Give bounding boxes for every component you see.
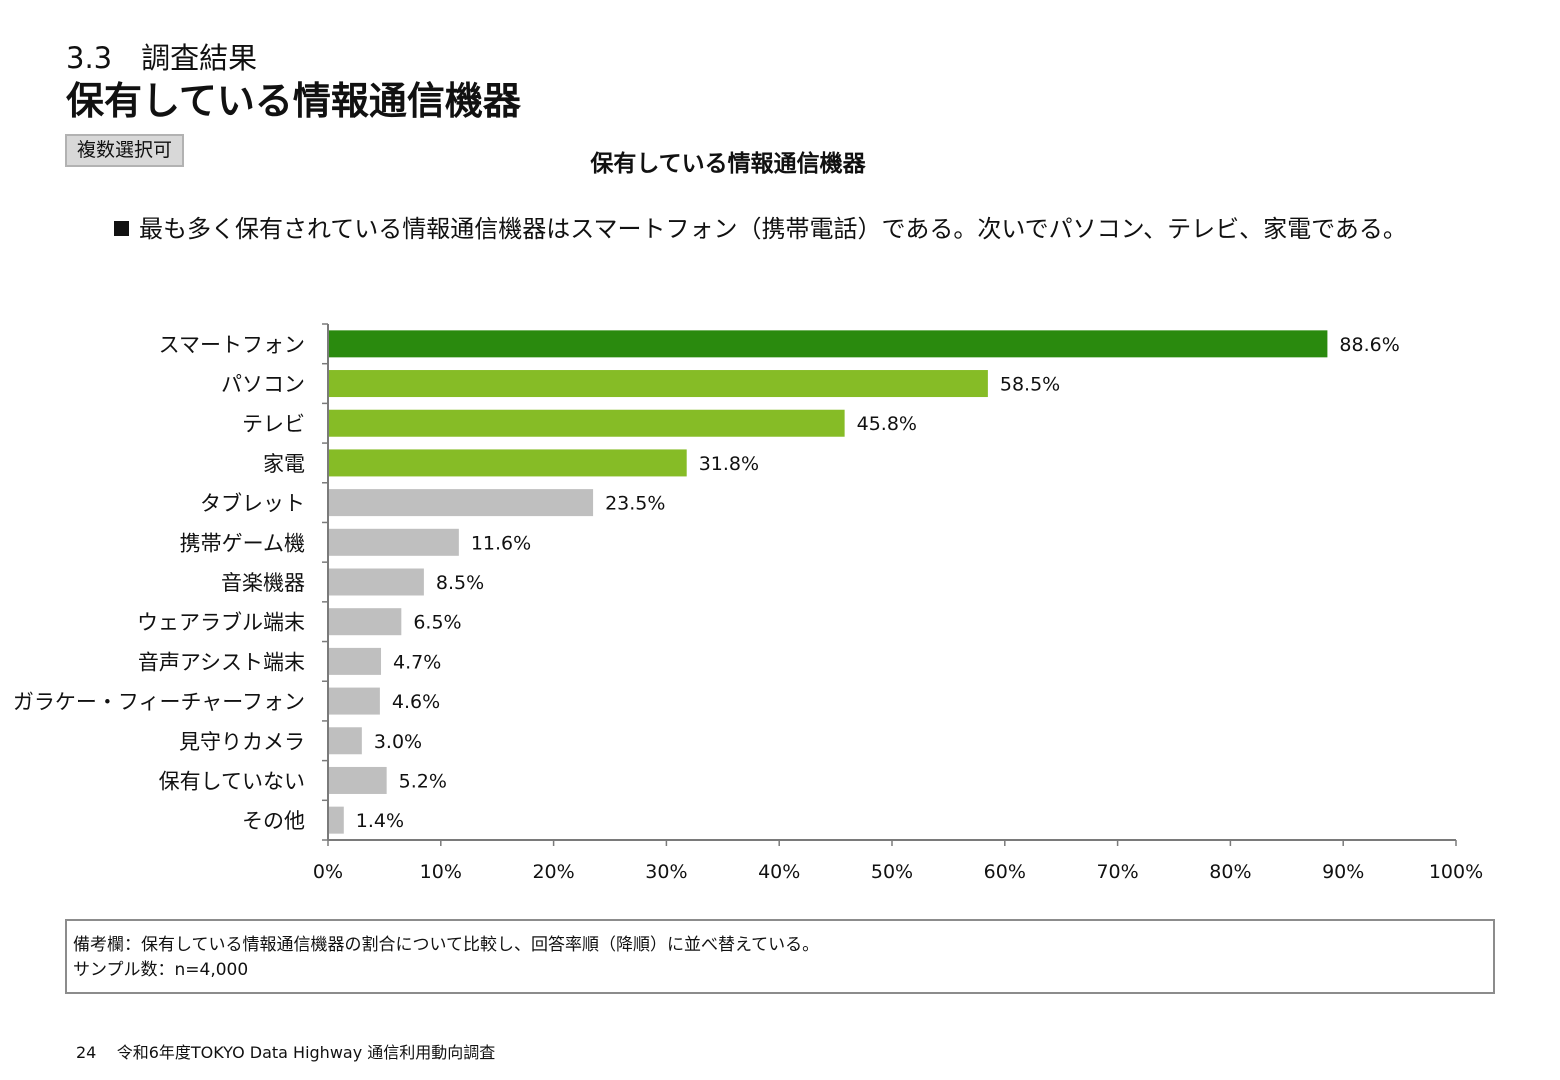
x-tick-label-7: 70% bbox=[1096, 861, 1138, 883]
category-label-2: パソコン bbox=[221, 373, 305, 397]
data-label-1: 88.6% bbox=[1339, 334, 1399, 356]
bar-6 bbox=[329, 528, 459, 556]
bar-5 bbox=[329, 489, 594, 517]
publication-name: 令和6年度TOKYO Data Highway 通信利用動向調査 bbox=[116, 1043, 496, 1062]
category-label-8: ウェアラブル端末 bbox=[137, 611, 305, 635]
category-label-11: 見守りカメラ bbox=[179, 730, 305, 754]
data-label-7: 8.5% bbox=[436, 572, 484, 594]
category-label-1: スマートフォン bbox=[159, 333, 305, 357]
category-label-9: 音声アシスト端末 bbox=[138, 650, 305, 674]
x-tick-label-3: 30% bbox=[645, 861, 687, 883]
summary-text: 最も多く保有されている情報通信機器はスマートフォン（携帯電話）である。次いでパソ… bbox=[139, 215, 1407, 243]
section-label: 3.3 調査結果 bbox=[66, 41, 258, 75]
category-label-3: テレビ bbox=[242, 412, 305, 436]
summary-line: 最も多く保有されている情報通信機器はスマートフォン（携帯電話）である。次いでパソ… bbox=[114, 212, 1407, 246]
category-label-7: 音楽機器 bbox=[221, 571, 305, 595]
data-label-5: 23.5% bbox=[605, 493, 665, 515]
x-tick-label-8: 80% bbox=[1209, 861, 1251, 883]
bar-10 bbox=[329, 687, 380, 715]
category-label-13: その他 bbox=[242, 809, 305, 833]
note-sample-size: サンプル数：n=4,000 bbox=[73, 960, 249, 980]
data-label-4: 31.8% bbox=[699, 453, 759, 475]
page-number: 24 bbox=[76, 1043, 97, 1062]
bar-7 bbox=[329, 568, 424, 596]
square-bullet-icon bbox=[114, 221, 129, 236]
page-title: 保有している情報通信機器 bbox=[66, 79, 521, 123]
x-tick-label-10: 100% bbox=[1429, 861, 1483, 883]
bar-3 bbox=[329, 409, 845, 437]
multiple-choice-tag: 複数選択可 bbox=[65, 134, 184, 167]
bar-12 bbox=[329, 766, 387, 794]
page-footer: 24 令和6年度TOKYO Data Highway 通信利用動向調査 bbox=[76, 1042, 495, 1064]
category-label-4: 家電 bbox=[263, 452, 305, 476]
x-tick-label-2: 20% bbox=[532, 861, 574, 883]
note-box: 備考欄：保有している情報通信機器の割合について比較し、回答率順（降順）に並べ替え… bbox=[65, 919, 1495, 994]
bar-9 bbox=[329, 647, 382, 675]
data-label-8: 6.5% bbox=[413, 612, 461, 634]
x-tick-label-0: 0% bbox=[313, 861, 343, 883]
category-label-5: タブレット bbox=[200, 492, 305, 516]
bar-4 bbox=[329, 449, 687, 477]
x-tick-label-5: 50% bbox=[871, 861, 913, 883]
chart-title: 保有している情報通信機器 bbox=[590, 151, 866, 177]
data-label-13: 1.4% bbox=[356, 810, 404, 832]
bar-8 bbox=[329, 608, 402, 636]
bar-2 bbox=[329, 370, 988, 398]
category-label-10: ガラケー・フィーチャーフォン bbox=[13, 690, 305, 714]
data-label-2: 58.5% bbox=[1000, 374, 1060, 396]
bar-chart: スマートフォン 88.6% パソコン 58.5% テレビ 45.8% 家電 31.8% タブレッ… bbox=[13, 323, 1483, 883]
x-tick-label-6: 60% bbox=[984, 861, 1026, 883]
data-label-11: 3.0% bbox=[374, 731, 422, 753]
x-tick-label-1: 10% bbox=[420, 861, 462, 883]
x-tick-label-4: 40% bbox=[758, 861, 800, 883]
data-label-3: 45.8% bbox=[857, 413, 917, 435]
category-label-12: 保有していない bbox=[159, 769, 305, 793]
data-label-6: 11.6% bbox=[471, 532, 531, 554]
bar-1 bbox=[329, 330, 1328, 358]
data-label-12: 5.2% bbox=[399, 770, 447, 792]
bar-13 bbox=[329, 806, 344, 834]
data-label-9: 4.7% bbox=[393, 651, 441, 673]
category-label-6: 携帯ゲーム機 bbox=[180, 531, 305, 555]
x-tick-label-9: 90% bbox=[1322, 861, 1364, 883]
note-remark: 備考欄：保有している情報通信機器の割合について比較し、回答率順（降順）に並べ替え… bbox=[73, 935, 820, 955]
bar-11 bbox=[329, 727, 362, 755]
data-label-10: 4.6% bbox=[392, 691, 440, 713]
